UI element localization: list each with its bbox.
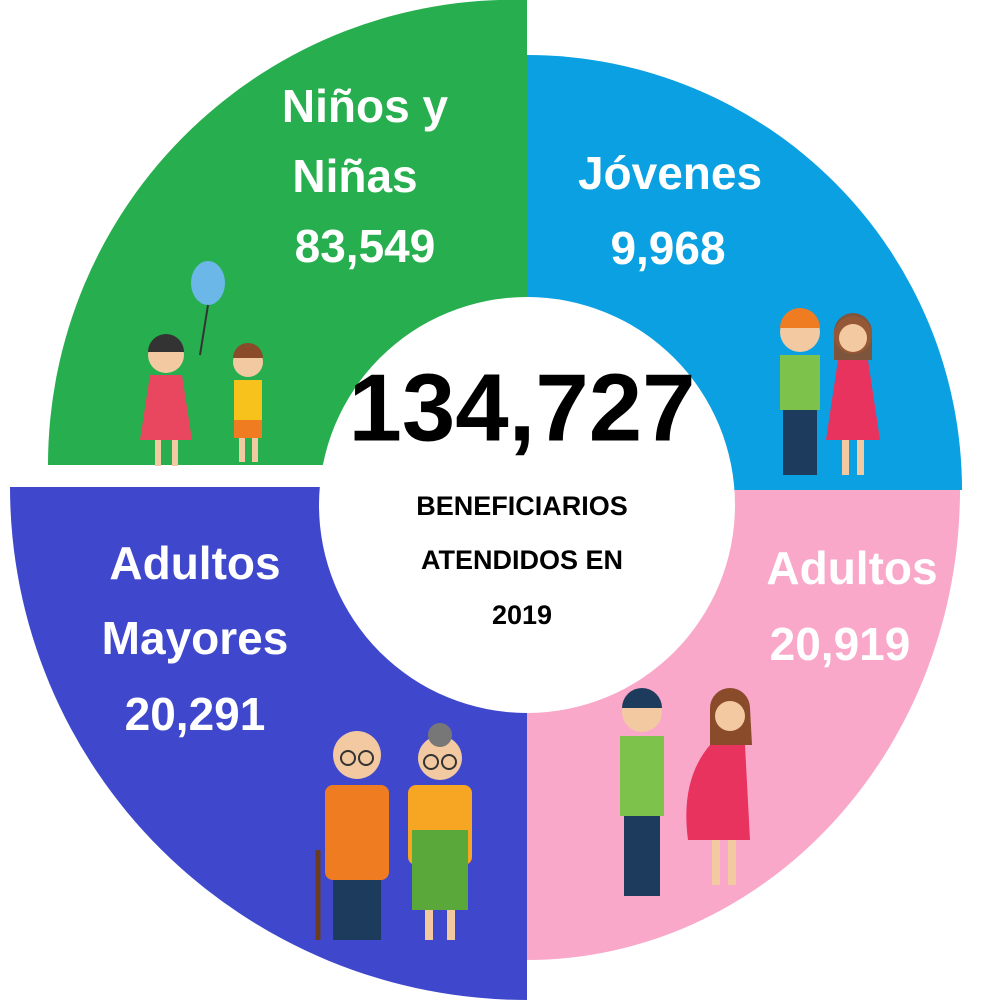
total-value: 134,727 xyxy=(348,354,695,461)
illustration-children xyxy=(140,261,263,466)
quadrant-label: Niños y xyxy=(282,80,449,132)
illustration-adults xyxy=(620,688,752,896)
quadrant-value: 20,291 xyxy=(125,688,266,740)
center-circle xyxy=(319,297,735,713)
quadrant-label: Adultos xyxy=(109,537,280,589)
quadrant-label: Adultos xyxy=(766,542,937,594)
illustration-youth xyxy=(780,308,880,475)
quadrant-value: 83,549 xyxy=(295,220,436,272)
caption-line: ATENDIDOS EN xyxy=(421,545,623,575)
quadrant-label: Niñas xyxy=(292,150,417,202)
caption-line: BENEFICIARIOS xyxy=(416,491,628,521)
illustration-elders xyxy=(315,723,472,940)
quadrant-label: Mayores xyxy=(102,612,289,664)
quadrant-value: 20,919 xyxy=(770,618,911,670)
caption-line: 2019 xyxy=(492,600,552,630)
quadrant-label: Jóvenes xyxy=(578,147,762,199)
quadrant-value: 9,968 xyxy=(610,222,725,274)
